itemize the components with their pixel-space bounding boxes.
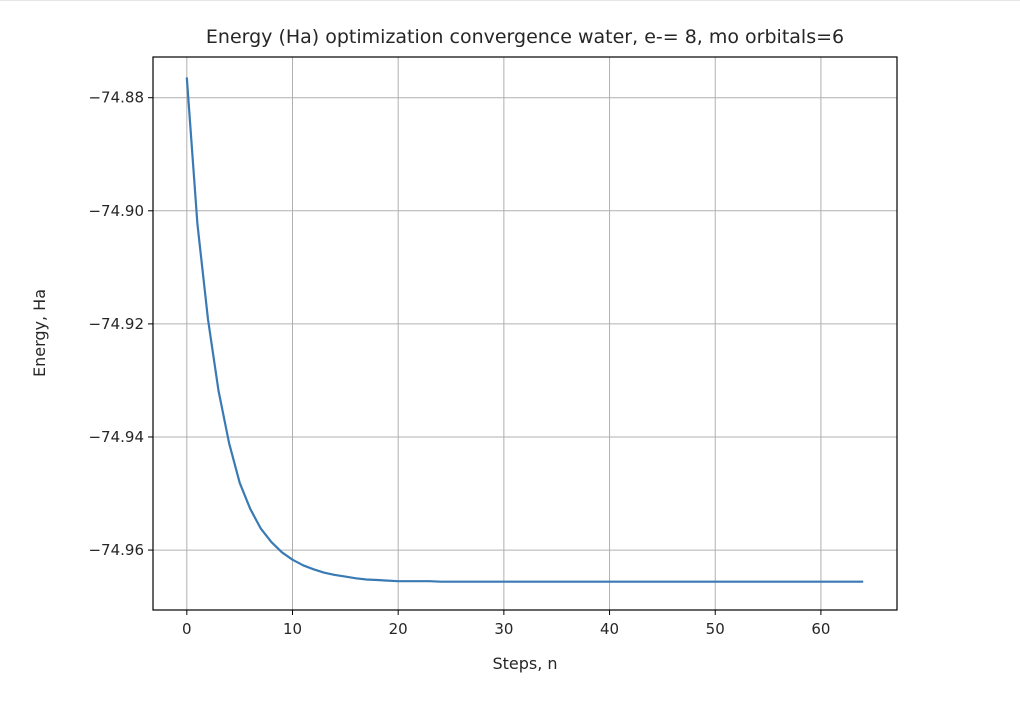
y-tick-label: −74.90 <box>88 202 144 220</box>
x-tick-label: 0 <box>182 620 192 638</box>
x-tick-label: 10 <box>283 620 302 638</box>
page-top-border <box>0 0 1020 1</box>
y-tick-label: −74.92 <box>88 315 144 333</box>
y-tick-label: −74.88 <box>88 89 144 107</box>
energy-series-line <box>185 77 864 583</box>
x-tick-label: 20 <box>389 620 408 638</box>
grid-lines <box>153 57 897 610</box>
x-axis-label: Steps, n <box>492 654 557 673</box>
plot-area-frame <box>152 56 898 611</box>
y-axis-label: Energy, Ha <box>30 289 49 377</box>
axis-ticks: 0 10 20 30 40 50 60 −74.88 −74.90 −74.92 −74.94 −74… <box>88 89 830 638</box>
x-tick-label: 30 <box>494 620 513 638</box>
y-tick-label: −74.96 <box>88 541 144 559</box>
x-tick-label: 50 <box>706 620 725 638</box>
y-tick-label: −74.94 <box>88 428 144 446</box>
x-tick-label: 60 <box>811 620 830 638</box>
series-layer <box>185 77 864 583</box>
x-tick-label: 40 <box>600 620 619 638</box>
chart-title: Energy (Ha) optimization convergence wat… <box>206 26 844 48</box>
